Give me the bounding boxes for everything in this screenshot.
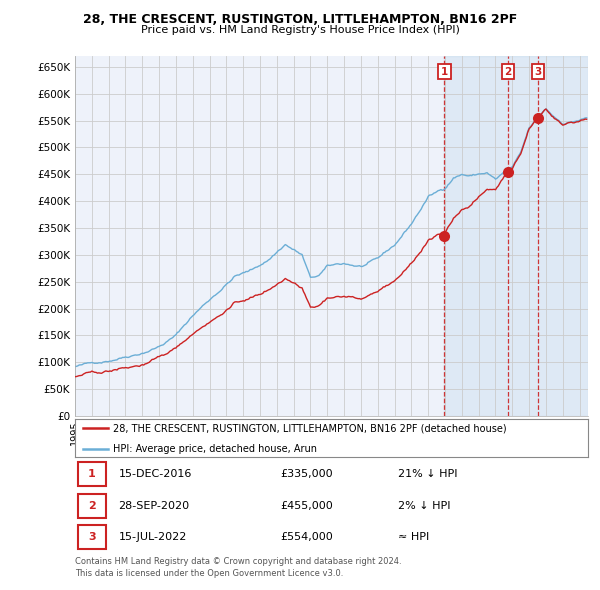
Text: Price paid vs. HM Land Registry's House Price Index (HPI): Price paid vs. HM Land Registry's House … [140, 25, 460, 35]
Text: 15-JUL-2022: 15-JUL-2022 [119, 532, 187, 542]
Text: 2: 2 [88, 501, 95, 510]
Text: 28-SEP-2020: 28-SEP-2020 [119, 501, 190, 510]
Text: 1: 1 [441, 67, 448, 77]
Text: This data is licensed under the Open Government Licence v3.0.: This data is licensed under the Open Gov… [75, 569, 343, 578]
Text: 1: 1 [88, 470, 95, 479]
Text: 3: 3 [535, 67, 542, 77]
Text: ≈ HPI: ≈ HPI [398, 532, 430, 542]
Text: HPI: Average price, detached house, Arun: HPI: Average price, detached house, Arun [113, 444, 317, 454]
Text: £554,000: £554,000 [280, 532, 333, 542]
Bar [77, 463, 106, 486]
Text: Contains HM Land Registry data © Crown copyright and database right 2024.: Contains HM Land Registry data © Crown c… [75, 557, 401, 566]
Text: 3: 3 [88, 532, 95, 542]
Text: 21% ↓ HPI: 21% ↓ HPI [398, 470, 458, 479]
Text: 2: 2 [505, 67, 512, 77]
Text: 28, THE CRESCENT, RUSTINGTON, LITTLEHAMPTON, BN16 2PF (detached house): 28, THE CRESCENT, RUSTINGTON, LITTLEHAMP… [113, 424, 507, 434]
Bar [77, 525, 106, 549]
Text: £455,000: £455,000 [280, 501, 333, 510]
Bar [77, 494, 106, 517]
Text: 28, THE CRESCENT, RUSTINGTON, LITTLEHAMPTON, BN16 2PF: 28, THE CRESCENT, RUSTINGTON, LITTLEHAMP… [83, 13, 517, 26]
Bar [445, 56, 588, 416]
Text: £335,000: £335,000 [280, 470, 333, 479]
Text: 2% ↓ HPI: 2% ↓ HPI [398, 501, 451, 510]
Text: 15-DEC-2016: 15-DEC-2016 [119, 470, 192, 479]
